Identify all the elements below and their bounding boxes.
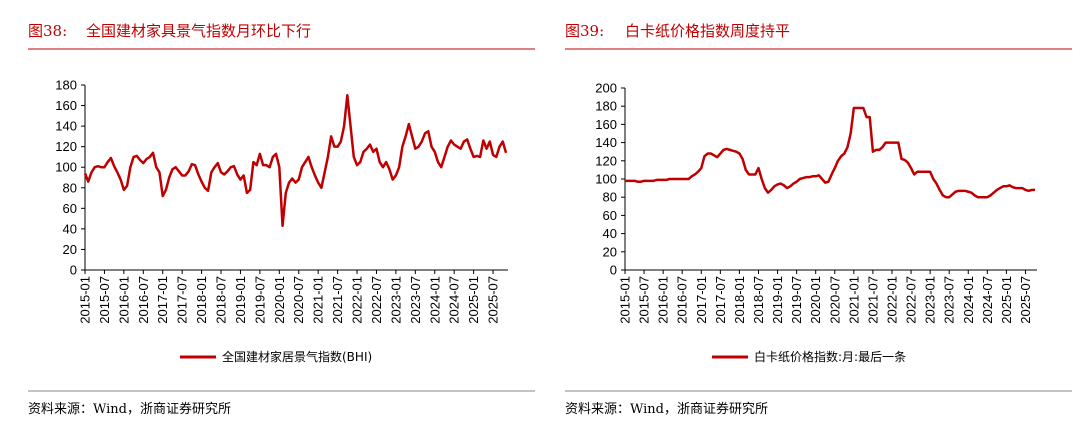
x-tick-label: 2020-07 — [827, 276, 842, 324]
x-tick-label: 2025-07 — [486, 276, 501, 324]
y-tick-label: 20 — [603, 244, 617, 259]
y-tick-label: 100 — [55, 160, 77, 175]
y-tick-label: 120 — [55, 139, 77, 154]
figure-label: 图38: — [28, 22, 67, 40]
x-tick-label: 2023-07 — [408, 276, 423, 324]
data-line — [83, 94, 508, 228]
y-tick-label: 0 — [610, 263, 617, 278]
y-tick-label: 20 — [63, 242, 77, 257]
x-tick-label: 2023-07 — [942, 276, 957, 324]
x-tick-label: 2018-07 — [214, 276, 229, 324]
x-tick-label: 2022-07 — [369, 276, 384, 324]
x-tick-label: 2021-01 — [846, 276, 861, 324]
x-tick-label: 2017-01 — [694, 276, 709, 324]
y-tick-label: 160 — [595, 117, 617, 132]
x-tick-label: 2015-01 — [618, 276, 633, 324]
y-tick-label: 40 — [63, 221, 77, 236]
x-tick-label: 2024-01 — [427, 276, 442, 324]
x-tick-label: 2024-07 — [447, 276, 462, 324]
x-tick-label: 2021-01 — [311, 276, 326, 324]
figure-footer: 资料来源：Wind，浙商证券研究所 资料来源：Wind，浙商证券研究所 — [28, 390, 1072, 417]
x-tick-label: 2022-07 — [904, 276, 919, 324]
x-tick-label: 2020-01 — [272, 276, 287, 324]
y-tick-label: 180 — [595, 99, 617, 114]
y-tick-label: 120 — [595, 153, 617, 168]
x-tick-label: 2016-01 — [656, 276, 671, 324]
x-tick-label: 2025-01 — [999, 276, 1014, 324]
x-tick-label: 2015-07 — [637, 276, 652, 324]
x-tick-label: 2016-07 — [675, 276, 690, 324]
y-tick-label: 80 — [603, 190, 617, 205]
y-tick-label: 100 — [595, 172, 617, 187]
figure-title: 全国建材家具景气指数月环比下行 — [86, 22, 311, 40]
figure-title: 白卡纸价格指数周度持平 — [625, 22, 790, 40]
y-tick-label: 60 — [603, 208, 617, 223]
y-tick-label: 200 — [595, 81, 617, 96]
x-tick-label: 2016-01 — [116, 276, 131, 324]
y-tick-label: 0 — [70, 263, 77, 278]
x-tick-label: 2017-01 — [155, 276, 170, 324]
x-tick-label: 2017-07 — [713, 276, 728, 324]
x-tick-label: 2019-01 — [233, 276, 248, 324]
x-tick-label: 2024-01 — [961, 276, 976, 324]
y-tick-label: 40 — [603, 226, 617, 241]
x-tick-label: 2018-01 — [732, 276, 747, 324]
source: 资料来源：Wind，浙商证券研究所 — [565, 401, 768, 417]
x-tick-label: 2018-07 — [751, 276, 766, 324]
x-tick-label: 2023-01 — [923, 276, 938, 324]
data-line — [625, 106, 1035, 199]
x-tick-label: 2021-07 — [865, 276, 880, 324]
source: 资料来源：Wind，浙商证券研究所 — [28, 401, 231, 417]
figure-label: 图39: — [565, 22, 604, 40]
x-tick-label: 2017-07 — [175, 276, 190, 324]
x-tick-label: 2025-01 — [466, 276, 481, 324]
x-tick-label: 2020-07 — [291, 276, 306, 324]
x-tick-label: 2023-01 — [388, 276, 403, 324]
y-tick-label: 180 — [55, 78, 77, 93]
x-tick-label: 2018-01 — [194, 276, 209, 324]
x-tick-label: 2024-07 — [980, 276, 995, 324]
x-tick-label: 2019-07 — [252, 276, 267, 324]
legend-label: 全国建材家居景气指数(BHI) — [222, 349, 372, 364]
y-tick-label: 140 — [595, 135, 617, 150]
x-tick-label: 2021-07 — [330, 276, 345, 324]
y-tick-label: 60 — [63, 201, 77, 216]
figure-header: 图38: 全国建材家具景气指数月环比下行 图39: 白卡纸价格指数周度持平 — [28, 22, 1072, 50]
y-tick-label: 160 — [55, 98, 77, 113]
x-tick-label: 2025-07 — [1018, 276, 1033, 324]
x-tick-label: 2015-01 — [78, 276, 93, 324]
x-tick-label: 2022-01 — [884, 276, 899, 324]
x-tick-label: 2016-07 — [136, 276, 151, 324]
x-tick-label: 2019-01 — [770, 276, 785, 324]
x-tick-label: 2019-07 — [789, 276, 804, 324]
legend-label: 白卡纸价格指数:月:最后一条 — [754, 349, 906, 364]
y-tick-label: 80 — [63, 180, 77, 195]
x-tick-label: 2022-01 — [350, 276, 365, 324]
x-tick-label: 2015-07 — [97, 276, 112, 324]
y-tick-label: 140 — [55, 119, 77, 134]
x-tick-label: 2020-01 — [808, 276, 823, 324]
